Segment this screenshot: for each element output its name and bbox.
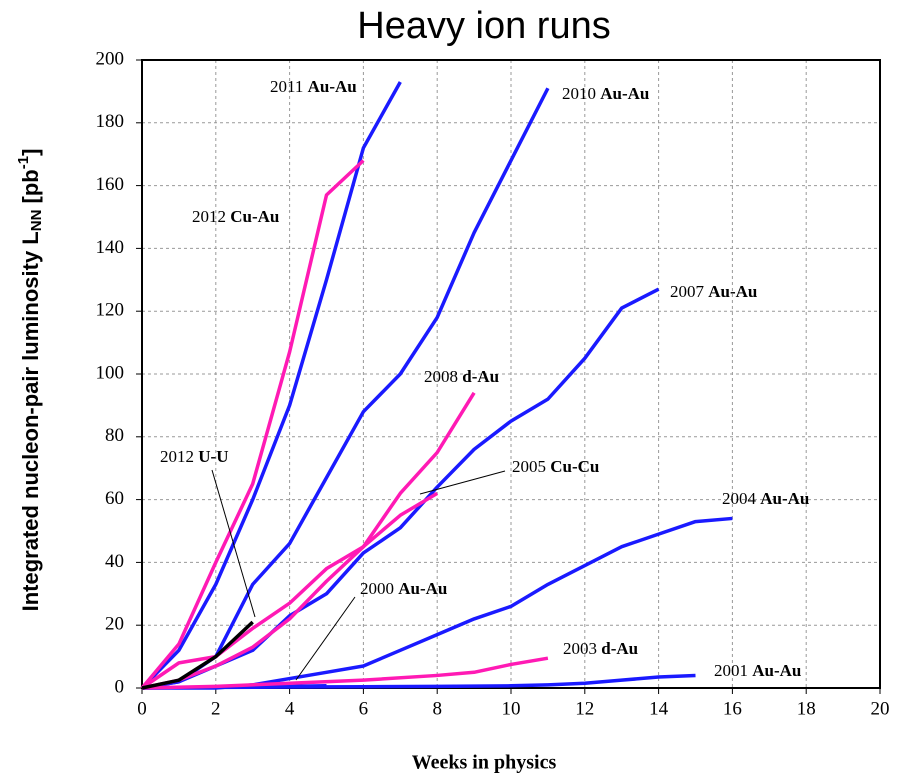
series-line xyxy=(141,656,549,690)
x-tick-label: 4 xyxy=(285,698,295,719)
leader-line xyxy=(419,470,506,495)
series-system: Cu-Cu xyxy=(550,457,599,476)
series-year: 2012 xyxy=(192,207,226,226)
series-year: 2010 xyxy=(562,84,596,103)
series-system: Au-Au xyxy=(600,84,649,103)
series-label: 2004 Au-Au xyxy=(722,489,809,508)
series-label: 2005 Cu-Cu xyxy=(512,457,599,476)
series-system: d-Au xyxy=(601,639,638,658)
series-system: Au-Au xyxy=(760,489,809,508)
series-label: 2008 d-Au xyxy=(424,367,499,386)
x-tick-label: 18 xyxy=(797,698,816,719)
x-tick-label: 14 xyxy=(649,698,669,719)
chart-title: Heavy ion runs xyxy=(357,5,610,47)
y-tick-label: 180 xyxy=(96,111,125,132)
series-year: 2000 xyxy=(360,579,394,598)
y-tick-label: 160 xyxy=(96,174,125,195)
y-tick-label: 120 xyxy=(96,300,125,321)
series-system: U-U xyxy=(198,447,228,466)
series-system: Au-Au xyxy=(708,282,757,301)
y-label-sub: NN xyxy=(28,210,45,232)
x-tick-label: 10 xyxy=(502,698,521,719)
series-year: 2001 xyxy=(714,661,748,680)
y-tick-label: 80 xyxy=(105,425,124,446)
y-tick-label: 20 xyxy=(105,614,124,635)
series-system: Au-Au xyxy=(308,77,357,96)
series-line xyxy=(141,491,439,690)
y-label-end: ] xyxy=(18,149,43,156)
x-axis-label: Weeks in physics xyxy=(412,752,557,774)
y-tick-label: 100 xyxy=(96,362,125,383)
y-label-mid: [pb xyxy=(18,169,43,209)
x-tick-label: 2 xyxy=(211,698,221,719)
leader-line xyxy=(211,469,256,618)
series-label: 2010 Au-Au xyxy=(562,84,649,103)
series-line xyxy=(141,391,476,690)
y-tick-label: 0 xyxy=(115,676,125,697)
series-year: 2011 xyxy=(270,77,303,96)
series-line xyxy=(140,81,402,690)
x-tick-label: 20 xyxy=(871,698,890,719)
series-system: Cu-Au xyxy=(230,207,279,226)
series-label: 2007 Au-Au xyxy=(670,282,757,301)
series-label: 2001 Au-Au xyxy=(714,661,801,680)
series-label: 2000 Au-Au xyxy=(360,579,447,598)
y-label-sup: -1 xyxy=(15,156,32,169)
x-tick-label: 16 xyxy=(723,698,742,719)
series-label: 2003 d-Au xyxy=(563,639,638,658)
series-system: d-Au xyxy=(462,367,499,386)
series-label: 2012 Cu-Au xyxy=(192,207,279,226)
plot-frame xyxy=(141,59,881,689)
series-year: 2005 xyxy=(512,457,546,476)
series-system: Au-Au xyxy=(398,579,447,598)
series-year: 2004 xyxy=(722,489,757,508)
series-system: Au-Au xyxy=(752,661,801,680)
y-axis-label: Integrated nucleon-pair luminosity LNN [… xyxy=(15,149,45,612)
series-line xyxy=(141,620,254,690)
series-year: 2008 xyxy=(424,367,458,386)
series-label: 2012 U-U xyxy=(160,447,228,466)
series-line xyxy=(140,159,365,690)
y-tick-label: 40 xyxy=(105,551,124,572)
y-tick-label: 140 xyxy=(96,237,125,258)
series-year: 2003 xyxy=(563,639,597,658)
series-year: 2012 xyxy=(160,447,194,466)
series-year: 2007 xyxy=(670,282,705,301)
y-tick-label: 200 xyxy=(96,48,125,69)
leader-line xyxy=(295,596,356,681)
y-label-text: Integrated nucleon-pair luminosity L xyxy=(18,231,43,611)
series-line xyxy=(141,287,660,690)
x-tick-label: 8 xyxy=(432,698,442,719)
series-label: 2011 Au-Au xyxy=(270,77,357,96)
x-tick-label: 6 xyxy=(359,698,369,719)
x-tick-label: 0 xyxy=(137,698,147,719)
y-tick-label: 60 xyxy=(105,488,124,509)
x-tick-label: 12 xyxy=(575,698,594,719)
